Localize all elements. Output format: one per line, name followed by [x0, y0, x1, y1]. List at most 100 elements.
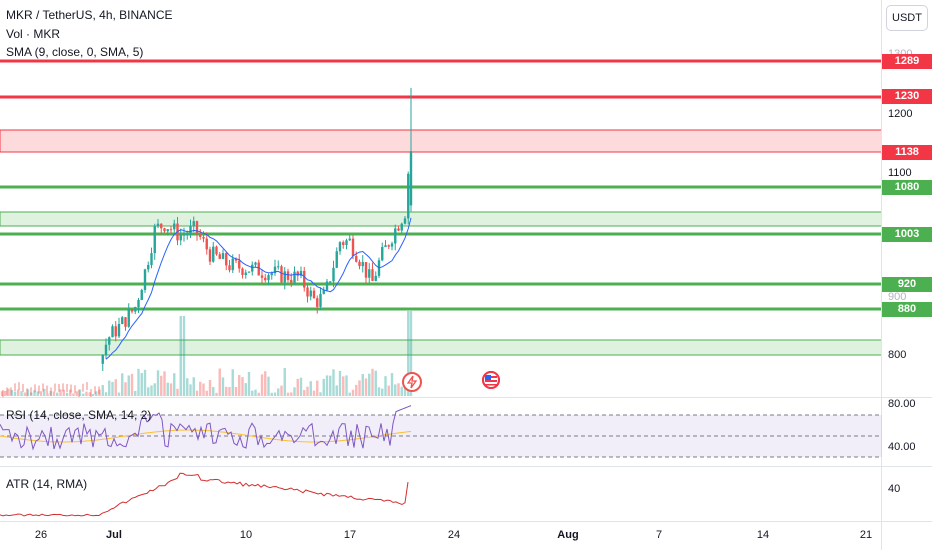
- sma-legend[interactable]: SMA (9, close, 0, SMA, 5): [6, 45, 144, 59]
- candle-body: [400, 223, 403, 231]
- volume-bar: [36, 391, 39, 396]
- candle-body: [212, 246, 215, 262]
- price-level-label: 1003: [882, 227, 932, 242]
- date-axis-label: 17: [343, 529, 357, 541]
- volume-bar: [23, 392, 26, 396]
- price-chart[interactable]: [0, 0, 882, 398]
- atr-legend[interactable]: ATR (14, RMA): [6, 477, 88, 491]
- candle-body: [409, 151, 413, 206]
- date-axis-label: 14: [756, 529, 770, 541]
- candle-body: [374, 275, 377, 281]
- candle-body: [267, 275, 270, 281]
- volume-bar: [316, 380, 319, 396]
- volume-bar: [33, 390, 36, 396]
- candle-body: [208, 249, 212, 262]
- volume-bar: [212, 387, 215, 396]
- volume-bar: [319, 392, 322, 396]
- volume-bar: [173, 373, 176, 396]
- candle-body: [202, 236, 205, 239]
- candle-body: [316, 298, 319, 307]
- volume-bar: [14, 383, 16, 392]
- volume-bar: [156, 370, 160, 396]
- pane-separator[interactable]: [0, 397, 932, 398]
- candle-body: [234, 258, 238, 261]
- atr-axis-label: 40: [888, 483, 901, 495]
- volume-bar: [88, 392, 91, 396]
- candle-body: [156, 223, 160, 227]
- volume-bar: [10, 389, 13, 396]
- volume-bar: [290, 392, 293, 396]
- volume-bar: [114, 379, 117, 396]
- candle-body: [114, 326, 117, 337]
- lightning-icon[interactable]: [402, 372, 422, 392]
- candle-body: [296, 271, 299, 276]
- volume-bar: [140, 373, 143, 396]
- candle-body: [163, 228, 166, 232]
- volume-bar: [62, 389, 65, 396]
- volume-bar: [52, 391, 56, 396]
- candle-body: [111, 326, 114, 338]
- candle-body: [407, 173, 410, 219]
- candle-body: [241, 268, 244, 276]
- volume-bar: [4, 390, 7, 396]
- volume-bar: [322, 378, 325, 396]
- candle-body: [260, 275, 264, 278]
- volume-bar: [58, 383, 60, 392]
- volume-bar: [54, 383, 56, 392]
- currency-button[interactable]: USDT: [886, 5, 928, 31]
- volume-legend[interactable]: Vol · MKR: [6, 27, 61, 41]
- candle-body: [238, 260, 241, 269]
- volume-bar: [182, 316, 186, 396]
- atr-pane[interactable]: [0, 467, 882, 521]
- volume-bar: [39, 391, 43, 396]
- price-axis-label: 1200: [888, 108, 913, 120]
- volume-bar: [335, 385, 338, 396]
- rsi-legend[interactable]: RSI (14, close, SMA, 14, 2): [6, 408, 152, 422]
- volume-bar: [134, 390, 137, 396]
- volume-bar: [381, 388, 384, 396]
- volume-bar: [260, 374, 264, 396]
- volume-bar: [325, 375, 329, 396]
- volume-bar: [244, 383, 247, 396]
- rsi-axis-label: 80.00: [888, 398, 916, 410]
- volume-bar: [10, 387, 12, 396]
- rsi-pane[interactable]: [0, 398, 882, 466]
- pane-separator[interactable]: [0, 466, 932, 467]
- date-axis-label: 7: [655, 529, 663, 541]
- volume-bar: [130, 373, 134, 396]
- volume-bar: [277, 388, 280, 396]
- volume-bar: [208, 380, 212, 396]
- sma-line: [105, 217, 412, 360]
- candle-body: [397, 228, 400, 231]
- volume-bar: [20, 391, 23, 396]
- volume-bar: [371, 368, 374, 396]
- candle-body: [368, 269, 371, 278]
- volume-bar: [283, 368, 286, 396]
- volume-bar: [390, 373, 394, 396]
- volume-bar: [18, 382, 20, 391]
- symbol-title: MKR / TetherUS, 4h, BINANCE: [6, 8, 173, 22]
- volume-bar: [364, 378, 368, 396]
- candle-body: [364, 262, 368, 278]
- volume-bar: [286, 392, 290, 396]
- volume-bar: [82, 393, 85, 396]
- volume-bar: [205, 390, 208, 396]
- volume-bar: [90, 389, 92, 398]
- candle-body: [189, 226, 192, 235]
- volume-bar: [30, 387, 32, 396]
- date-axis-label: 26: [34, 529, 48, 541]
- time-axis-separator: [0, 521, 932, 522]
- volume-bar: [78, 389, 82, 396]
- candle-body: [270, 273, 273, 276]
- price-level-label: 880: [882, 302, 932, 317]
- volume-bar: [215, 392, 218, 396]
- candle-body: [182, 234, 186, 236]
- volume-bar: [400, 386, 403, 396]
- price-level-label: 1289: [882, 54, 932, 69]
- candle-body: [143, 269, 147, 290]
- us-flag-icon[interactable]: [482, 371, 500, 389]
- volume-bar: [34, 384, 36, 393]
- volume-bar: [137, 368, 140, 396]
- volume-bar: [66, 384, 68, 393]
- candle-body: [345, 240, 348, 245]
